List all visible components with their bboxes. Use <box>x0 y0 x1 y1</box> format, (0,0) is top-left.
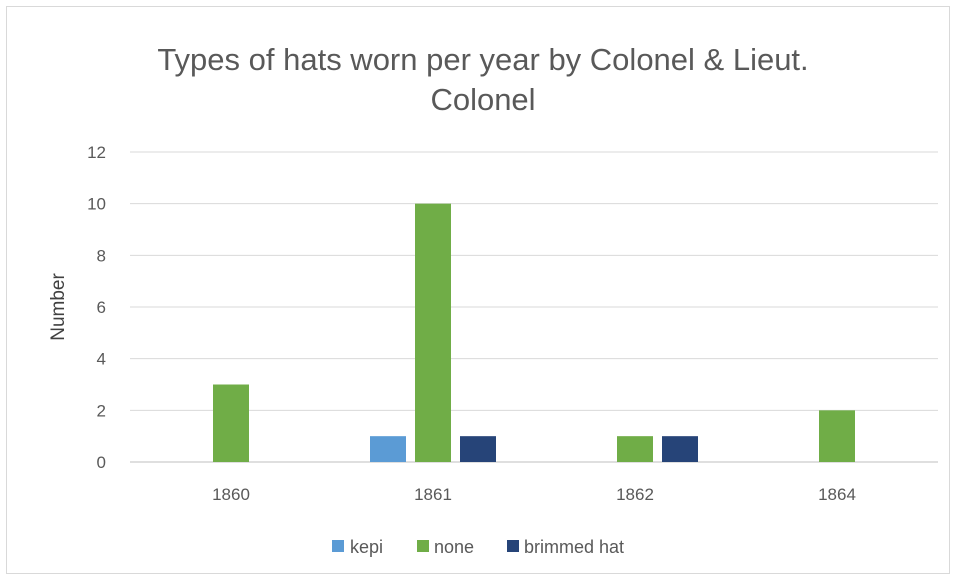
y-tick-label: 12 <box>87 143 106 162</box>
chart-title-line-2: Colonel <box>430 82 535 117</box>
legend-swatch-brimmed-hat <box>507 540 519 552</box>
y-tick-label: 10 <box>87 195 106 214</box>
x-tick-label: 1862 <box>616 485 654 504</box>
bar-kepi-1861 <box>370 436 406 462</box>
legend-swatch-kepi <box>332 540 344 552</box>
x-tick-label: 1861 <box>414 485 452 504</box>
chart-title-line-1: Types of hats worn per year by Colonel &… <box>157 42 808 77</box>
legend: kepi none brimmed hat <box>332 537 624 557</box>
legend-label-none: none <box>434 537 474 557</box>
bar-none-1860 <box>213 384 249 462</box>
bar-none-1862 <box>617 436 653 462</box>
gridlines <box>130 151 938 463</box>
bar-none-1861 <box>415 203 451 462</box>
y-tick-label: 2 <box>97 401 106 420</box>
legend-label-brimmed-hat: brimmed hat <box>524 537 624 557</box>
y-tick-label: 0 <box>97 453 106 472</box>
x-tick-label: 1864 <box>818 485 856 504</box>
bar-brimmed-hat-1861 <box>460 436 496 462</box>
legend-swatch-none <box>417 540 429 552</box>
bar-brimmed-hat-1862 <box>662 436 698 462</box>
y-axis-label: Number <box>48 273 69 341</box>
chart-frame <box>6 6 950 574</box>
y-tick-label: 8 <box>97 246 106 265</box>
y-tick-labels: 0 2 4 6 8 10 12 <box>87 143 106 472</box>
y-tick-label: 6 <box>97 298 106 317</box>
x-tick-labels: 1860 1861 1862 1864 <box>212 485 856 504</box>
bar-none-1864 <box>819 410 855 462</box>
bars <box>213 203 855 462</box>
x-tick-label: 1860 <box>212 485 250 504</box>
y-tick-label: 4 <box>97 350 106 369</box>
legend-label-kepi: kepi <box>350 537 383 557</box>
